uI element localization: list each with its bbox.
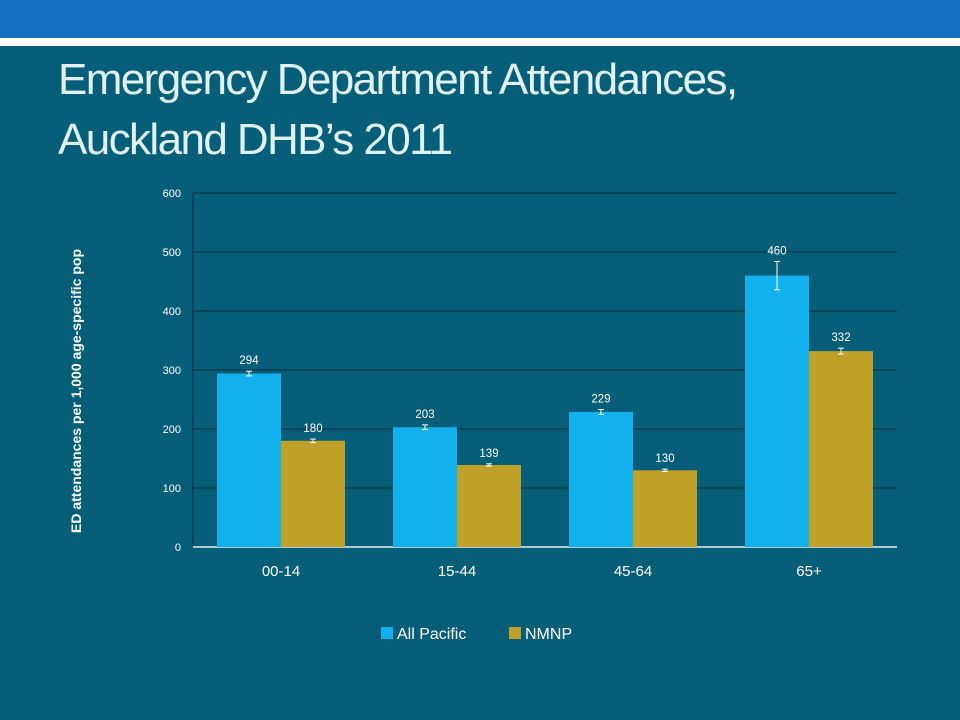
x-tick-label: 65+ — [796, 563, 822, 580]
data-label: 139 — [479, 448, 498, 460]
y-tick-label: 300 — [163, 365, 181, 377]
bar — [393, 427, 457, 547]
slide-title-line-1: Emergency Department Attendances, — [58, 55, 738, 104]
bar — [217, 373, 281, 547]
legend: All Pacific NMNP — [381, 626, 572, 643]
bar — [281, 440, 345, 547]
bars — [217, 275, 873, 547]
y-tick-label: 500 — [163, 247, 181, 259]
bar — [457, 464, 521, 547]
data-label: 332 — [831, 332, 850, 344]
x-tick-label: 00-14 — [262, 563, 300, 580]
axes: 0 100 200 300 400 500 600 ED attendances per 1,… — [68, 188, 897, 580]
y-tick-label: 400 — [163, 306, 181, 318]
y-tick-label: 0 — [175, 542, 181, 554]
y-tick-label: 200 — [163, 424, 181, 436]
bar — [809, 351, 873, 547]
x-tick-label: 15-44 — [438, 563, 476, 580]
slide-title-line-2: Auckland DHB’s 2011 — [58, 115, 453, 164]
slide-title: Emergency Department Attendances, Auckla… — [58, 50, 938, 170]
data-label: 203 — [415, 409, 434, 421]
legend-label: NMNP — [525, 626, 572, 643]
legend-swatch — [381, 627, 393, 639]
data-label: 130 — [655, 453, 674, 465]
x-tick-label: 45-64 — [614, 563, 652, 580]
y-tick-label: 100 — [163, 483, 181, 495]
top-band — [0, 0, 960, 38]
legend-label: All Pacific — [397, 626, 466, 643]
data-label: 294 — [239, 355, 259, 367]
bar — [745, 275, 809, 547]
data-label: 460 — [767, 245, 786, 257]
data-labels: 294 180 203 139 229 130 460 332 — [239, 245, 850, 465]
top-rule — [0, 38, 960, 46]
data-label: 229 — [591, 394, 610, 406]
bar — [633, 470, 697, 547]
y-tick-label: 600 — [163, 188, 181, 200]
data-label: 180 — [303, 423, 322, 435]
y-axis-title: ED attendances per 1,000 age-specific po… — [68, 249, 84, 533]
error-bars — [246, 260, 844, 472]
bar — [569, 411, 633, 547]
legend-swatch — [509, 627, 521, 639]
